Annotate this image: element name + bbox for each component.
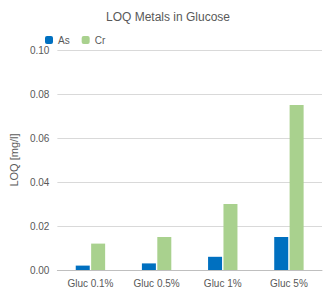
svg-text:Cr: Cr: [95, 35, 106, 46]
svg-text:0.08: 0.08: [30, 89, 50, 100]
svg-text:LOQ Metals in Glucose: LOQ Metals in Glucose: [106, 10, 230, 24]
svg-text:LOQ [mg/l]: LOQ [mg/l]: [8, 133, 20, 186]
svg-text:0.06: 0.06: [30, 133, 50, 144]
svg-text:0.02: 0.02: [30, 221, 50, 232]
svg-text:0.00: 0.00: [30, 265, 50, 276]
svg-text:As: As: [58, 35, 70, 46]
svg-text:Gluc 1%: Gluc 1%: [204, 278, 242, 289]
svg-text:0.04: 0.04: [30, 177, 50, 188]
svg-text:Gluc 5%: Gluc 5%: [270, 278, 308, 289]
svg-text:0.10: 0.10: [30, 45, 50, 56]
svg-text:Gluc 0.5%: Gluc 0.5%: [134, 278, 180, 289]
svg-text:Gluc 0.1%: Gluc 0.1%: [67, 278, 113, 289]
